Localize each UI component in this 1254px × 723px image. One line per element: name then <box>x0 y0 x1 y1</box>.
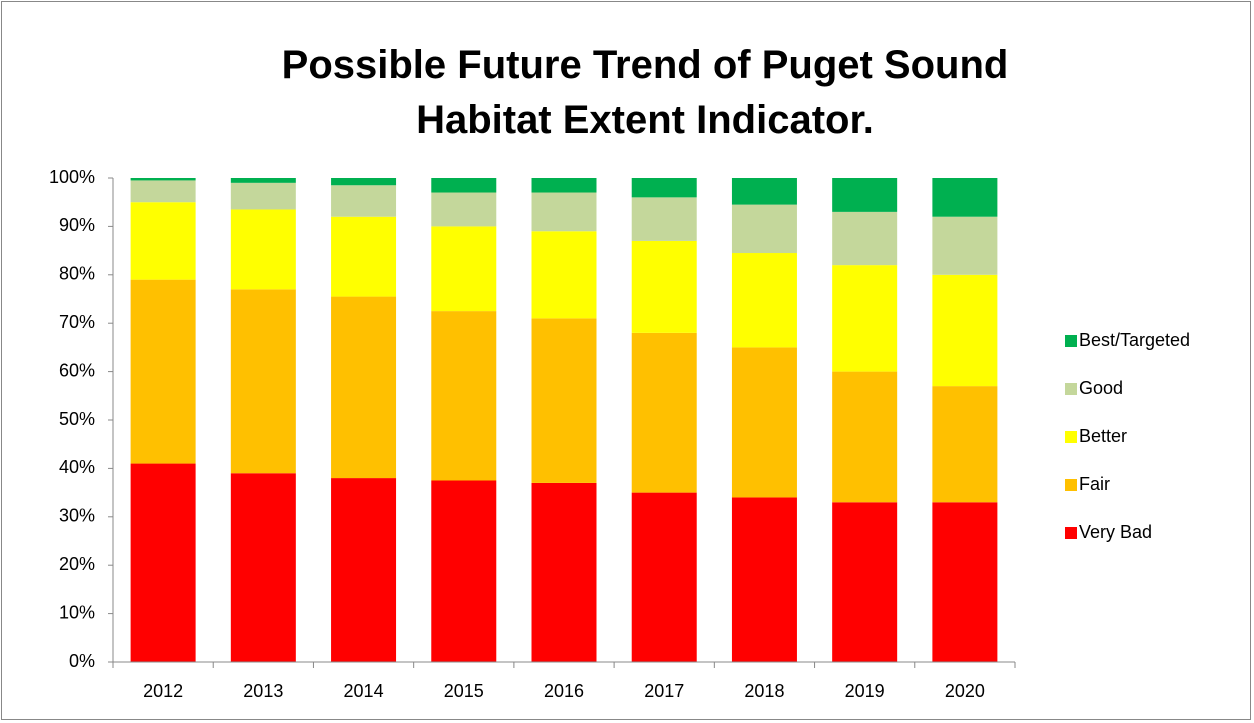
y-tick-label: 70% <box>59 312 95 332</box>
bar-segment <box>331 216 397 297</box>
bar-segment <box>631 332 697 493</box>
bar-segment <box>230 473 296 662</box>
legend-swatch <box>1065 335 1077 347</box>
bar-segment <box>431 178 497 193</box>
bar-segment <box>832 371 898 503</box>
bar-segment <box>230 209 296 290</box>
bar-segment <box>130 202 196 280</box>
x-tick-label: 2012 <box>143 681 183 701</box>
bar-segment <box>731 253 797 348</box>
bar-segment <box>331 296 397 479</box>
bar-segment <box>431 226 497 312</box>
bar-segment <box>331 178 397 186</box>
bar-segment <box>130 463 196 662</box>
y-tick-label: 0% <box>69 651 95 671</box>
legend-swatch <box>1065 383 1077 395</box>
bar-segment <box>431 480 497 662</box>
chart-title: Possible Future Trend of Puget Sound Hab… <box>281 43 1009 142</box>
bar-segment <box>130 178 196 181</box>
y-tick-label: 80% <box>59 264 95 284</box>
y-tick-label: 10% <box>59 602 95 622</box>
legend-label: Better <box>1079 426 1127 446</box>
bar-segment <box>731 347 797 498</box>
bar-segment <box>431 192 497 227</box>
bar-segment <box>531 318 597 483</box>
bar-segment <box>331 185 397 217</box>
x-tick-label: 2013 <box>243 681 283 701</box>
bar-segment <box>230 182 296 210</box>
bar-segment <box>631 492 697 662</box>
bar-segment <box>731 204 797 254</box>
x-tick-label: 2016 <box>544 681 584 701</box>
x-tick-label: 2018 <box>744 681 784 701</box>
bar-segment <box>531 231 597 319</box>
bar-segment <box>130 279 196 464</box>
legend-label: Best/Targeted <box>1079 330 1190 350</box>
bar-segment <box>932 502 998 662</box>
bar-segment <box>932 274 998 387</box>
bar-segment <box>832 502 898 662</box>
legend-label: Fair <box>1079 474 1110 494</box>
bar-segment <box>531 178 597 193</box>
y-tick-label: 60% <box>59 360 95 380</box>
bar-segment <box>431 311 497 481</box>
x-tick-label: 2014 <box>344 681 384 701</box>
bar-segment <box>631 197 697 241</box>
legend-swatch <box>1065 431 1077 443</box>
legend-label: Good <box>1079 378 1123 398</box>
bar-segment <box>331 478 397 662</box>
y-tick-label: 40% <box>59 457 95 477</box>
bar-segment <box>130 180 196 203</box>
x-tick-label: 2019 <box>845 681 885 701</box>
y-tick-label: 50% <box>59 409 95 429</box>
bar-segment <box>631 240 697 333</box>
bar-segment <box>731 497 797 662</box>
bar-segment <box>932 178 998 217</box>
legend-swatch <box>1065 527 1077 539</box>
bar-segment <box>832 178 898 212</box>
bar-segment <box>832 211 898 266</box>
x-tick-label: 2017 <box>644 681 684 701</box>
bar-segment <box>531 482 597 662</box>
x-tick-label: 2020 <box>945 681 985 701</box>
bar-segment <box>731 178 797 205</box>
bar-segment <box>932 386 998 503</box>
y-tick-label: 100% <box>49 167 95 187</box>
bar-segment <box>230 178 296 183</box>
legend-swatch <box>1065 479 1077 491</box>
bar-segment <box>932 216 998 275</box>
bar-segment <box>531 192 597 232</box>
bar-segment <box>631 178 697 198</box>
legend-label: Very Bad <box>1079 522 1152 542</box>
bar-segment <box>230 289 296 474</box>
x-tick-label: 2015 <box>444 681 484 701</box>
bar-segment <box>832 265 898 372</box>
y-tick-label: 20% <box>59 554 95 574</box>
y-tick-label: 30% <box>59 506 95 526</box>
y-tick-label: 90% <box>59 215 95 235</box>
